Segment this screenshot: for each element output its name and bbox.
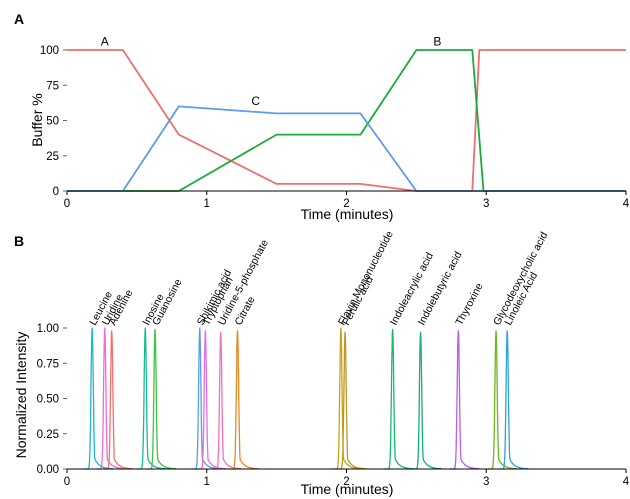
chromatogram-x-tick-label: 2 (343, 476, 349, 488)
peak-adenine (102, 330, 133, 470)
peak-uridine-5-phosphate (211, 331, 242, 470)
gradient-y-tick-label: 25 (46, 151, 59, 163)
gradient-axes: 0 1 2 3 4 0 25 50 75 100 (40, 45, 630, 210)
peak-inosine (136, 327, 167, 470)
chromatogram-x-axis-label: Time (minutes) (301, 481, 394, 497)
chromatogram-x-tick-label: 4 (623, 476, 630, 488)
gradient-series-a (67, 49, 626, 192)
gradient-x-tick-label: 3 (483, 198, 489, 210)
peak-linoleic-acid (498, 330, 529, 470)
gradient-series-b (67, 49, 626, 192)
peak-tryptophan (196, 330, 227, 470)
peak-guanosine (146, 328, 177, 470)
peak-leucine (83, 327, 114, 470)
peak-uridine (95, 327, 126, 470)
gradient-series-labels: A B C (101, 35, 442, 108)
gradient-series-label-c: C (251, 94, 260, 108)
gradient-series-label-b: B (433, 35, 441, 49)
gradient-series-group (67, 49, 626, 192)
gradient-x-tick-label: 1 (204, 198, 210, 210)
peak-indoleacrylic-acid (383, 328, 414, 470)
chromatogram-x-tick-label: 0 (64, 476, 70, 488)
peak-thyroxine (449, 330, 480, 470)
chromatogram-axes: 0 1 2 3 4 0.00 0.25 0.50 0.75 1.00 (37, 323, 630, 488)
gradient-y-axis-label: Buffer % (29, 93, 45, 146)
chromatogram-x-tick-label: 3 (483, 476, 489, 488)
peak-indolebutyric-acid (411, 331, 442, 470)
panel-a-label: A (14, 11, 24, 27)
gradient-x-tick-label: 2 (343, 198, 349, 210)
gradient-chart: 0 1 2 3 4 0 25 50 75 100 A B C Time (minutes) Buffe… (29, 35, 630, 222)
chromatogram-y-tick-label: 1.00 (37, 323, 59, 335)
peak-shikimic-acid (191, 327, 221, 470)
peak-citrate (228, 330, 259, 470)
gradient-series-c (67, 105, 626, 192)
chromatogram-y-tick-label: 0.25 (37, 429, 59, 441)
chromatogram-y-tick-label: 0.00 (37, 464, 59, 476)
peak-flavin-mononucleotide (332, 327, 363, 470)
panel-b-label: B (14, 233, 24, 249)
chromatogram-series-group (83, 327, 529, 470)
gradient-y-tick-label: 50 (46, 116, 59, 128)
gradient-y-tick-label: 75 (46, 80, 59, 92)
compound-label-glycodeoxycholic-acid: Glycodeoxycholic acid (491, 230, 550, 327)
gradient-y-tick-label: 0 (53, 186, 59, 198)
gradient-x-tick-label: 0 (64, 198, 70, 210)
gradient-series-label-a: A (101, 35, 109, 49)
compound-label-thyroxine: Thyroxine (453, 281, 485, 327)
chromatogram-x-tick-label: 1 (204, 476, 210, 488)
gradient-x-axis-label: Time (minutes) (301, 206, 394, 222)
peak-glycodeoxycholic-acid (487, 330, 518, 470)
chromatogram-chart: 0 1 2 3 4 0.00 0.25 0.50 0.75 1.00 LeucineUridine… (13, 229, 630, 497)
gradient-y-tick-label: 100 (40, 45, 59, 57)
chromatogram-y-axis-label: Normalized Intensity (13, 332, 29, 459)
gradient-x-tick-label: 4 (623, 198, 630, 210)
chromatogram-y-tick-label: 0.50 (37, 394, 59, 406)
peak-ferulic-acid (336, 331, 367, 470)
chromatogram-y-tick-label: 0.75 (37, 358, 59, 370)
